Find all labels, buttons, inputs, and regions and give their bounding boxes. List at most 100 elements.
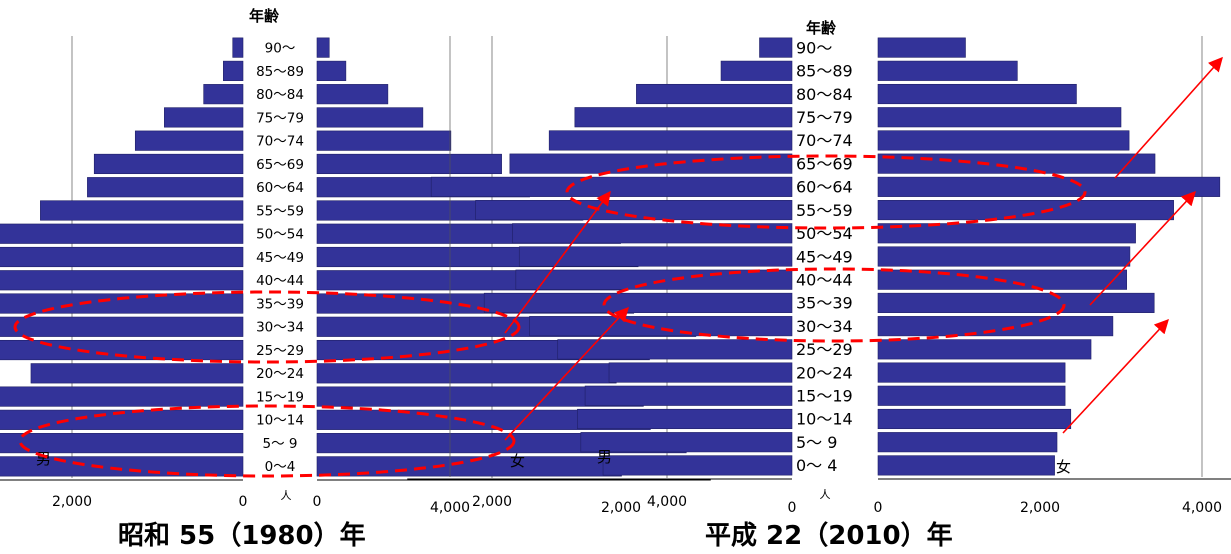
age-category-label: 90～	[796, 38, 832, 57]
bar-female	[877, 292, 1155, 313]
bar-male	[164, 107, 244, 128]
bar-male	[515, 269, 793, 290]
bar-male	[87, 177, 244, 198]
age-category-label: 55～59	[256, 203, 304, 219]
age-category-label: 40～44	[796, 270, 853, 289]
age-category-label: 45～49	[256, 250, 304, 266]
bar-female	[877, 339, 1092, 360]
bar-male	[759, 37, 793, 58]
bar-male	[636, 83, 793, 105]
bar-female	[877, 316, 1114, 337]
age-category-label: 0～ 4	[796, 456, 837, 475]
age-category-label: 65～69	[256, 157, 304, 173]
age-category-label: 80～84	[796, 85, 853, 104]
arrow-right-bottom	[1062, 318, 1169, 434]
bar-female	[316, 153, 502, 175]
bar-male	[203, 84, 244, 105]
arrow-middle-to-2010	[504, 190, 611, 334]
tick-label-left: 2,000	[601, 500, 641, 516]
bar-male	[518, 246, 793, 267]
age-axis-header: 年齢	[249, 7, 280, 25]
highlight-ellipse-1980-middle	[13, 290, 521, 364]
tick-label-right: 0	[874, 500, 883, 516]
bar-female	[877, 130, 1130, 151]
bar-female	[877, 223, 1136, 244]
tick-label-right: 2,000	[1020, 500, 1060, 516]
age-category-label: 10～14	[796, 410, 853, 429]
age-category-label: 60～64	[256, 180, 304, 196]
unit-label: 人	[820, 488, 831, 501]
bar-female	[877, 408, 1072, 430]
highlight-annotations	[13, 56, 1223, 478]
bar-male	[30, 363, 244, 384]
bar-male	[529, 316, 793, 337]
series-label-female: 女	[1056, 458, 1071, 476]
bar-male	[0, 409, 244, 430]
bar-female	[877, 362, 1066, 383]
age-category-label: 15～19	[256, 389, 304, 405]
age-category-label: 30～34	[796, 317, 853, 336]
bar-male	[0, 386, 244, 407]
bar-male	[430, 176, 793, 197]
bar-male	[0, 433, 244, 454]
bar-male	[557, 339, 793, 360]
bar-female	[877, 176, 1221, 197]
highlight-ellipse-1980-young	[18, 404, 516, 478]
bar-male	[40, 200, 244, 221]
bar-male	[574, 107, 793, 128]
age-category-label: 90～	[265, 40, 296, 56]
bar-female	[877, 385, 1066, 406]
age-category-label: 20～24	[256, 366, 304, 382]
age-category-label: 75～79	[256, 110, 304, 126]
age-category-label: 25～29	[796, 340, 853, 359]
pyramid-2010: 0～ 4 5～ 9 10～14 15～19 20～24 25～29 30～34 35～39 40…	[407, 19, 1231, 516]
age-category-label: 20～24	[796, 363, 853, 382]
highlight-ellipse-2010-middle	[602, 267, 1066, 343]
bar-male	[0, 246, 244, 268]
highlight-ellipse-2010-older	[565, 154, 1087, 230]
chart-title-2010: 平成 22（2010）年	[705, 521, 953, 551]
age-category-label: 80～84	[256, 87, 304, 103]
age-category-label: 75～79	[796, 108, 853, 127]
tick-label-right: 2,000	[472, 494, 512, 510]
bar-female	[316, 363, 617, 384]
age-category-label: 85～89	[796, 62, 853, 81]
bar-female	[877, 153, 1156, 174]
age-category-label: 70～74	[256, 134, 304, 150]
age-category-label: 35～39	[256, 296, 304, 312]
bar-male	[223, 60, 244, 81]
age-category-label: 25～29	[256, 343, 304, 359]
bar-female	[316, 37, 330, 58]
tick-label-right: 4,000	[1182, 500, 1222, 516]
bar-female	[316, 130, 452, 151]
arrow-right-middle	[1089, 190, 1196, 306]
bar-female	[316, 107, 424, 128]
series-label-female: 女	[510, 452, 525, 470]
bar-male	[0, 293, 244, 314]
bar-female	[877, 60, 1018, 81]
tick-label-left: 2,000	[52, 494, 92, 510]
unit-label: 人	[281, 489, 292, 502]
age-category-label: 55～59	[796, 201, 853, 220]
arrow-young-to-2010	[504, 306, 629, 441]
series-label-male: 男	[597, 448, 612, 466]
bar-male	[475, 200, 793, 221]
bar-male	[483, 292, 793, 313]
bar-female	[316, 60, 347, 81]
age-category-label: 15～19	[796, 387, 853, 406]
arrow-right-top	[1114, 56, 1223, 179]
age-category-label: 60～64	[796, 178, 853, 197]
bar-female	[877, 246, 1131, 267]
tick-label-right: 4,000	[647, 494, 687, 510]
tick-label-left: 0	[239, 494, 248, 510]
age-category-label: 5～ 9	[796, 433, 837, 452]
bar-female	[877, 455, 1055, 476]
age-category-label: 30～34	[256, 320, 304, 336]
bar-male	[608, 362, 793, 383]
tick-label-left: 4,000	[430, 500, 470, 516]
age-axis-header: 年齢	[806, 19, 837, 37]
bar-male	[602, 455, 793, 476]
bar-female	[877, 432, 1058, 453]
age-category-label: 5～ 9	[263, 436, 298, 452]
